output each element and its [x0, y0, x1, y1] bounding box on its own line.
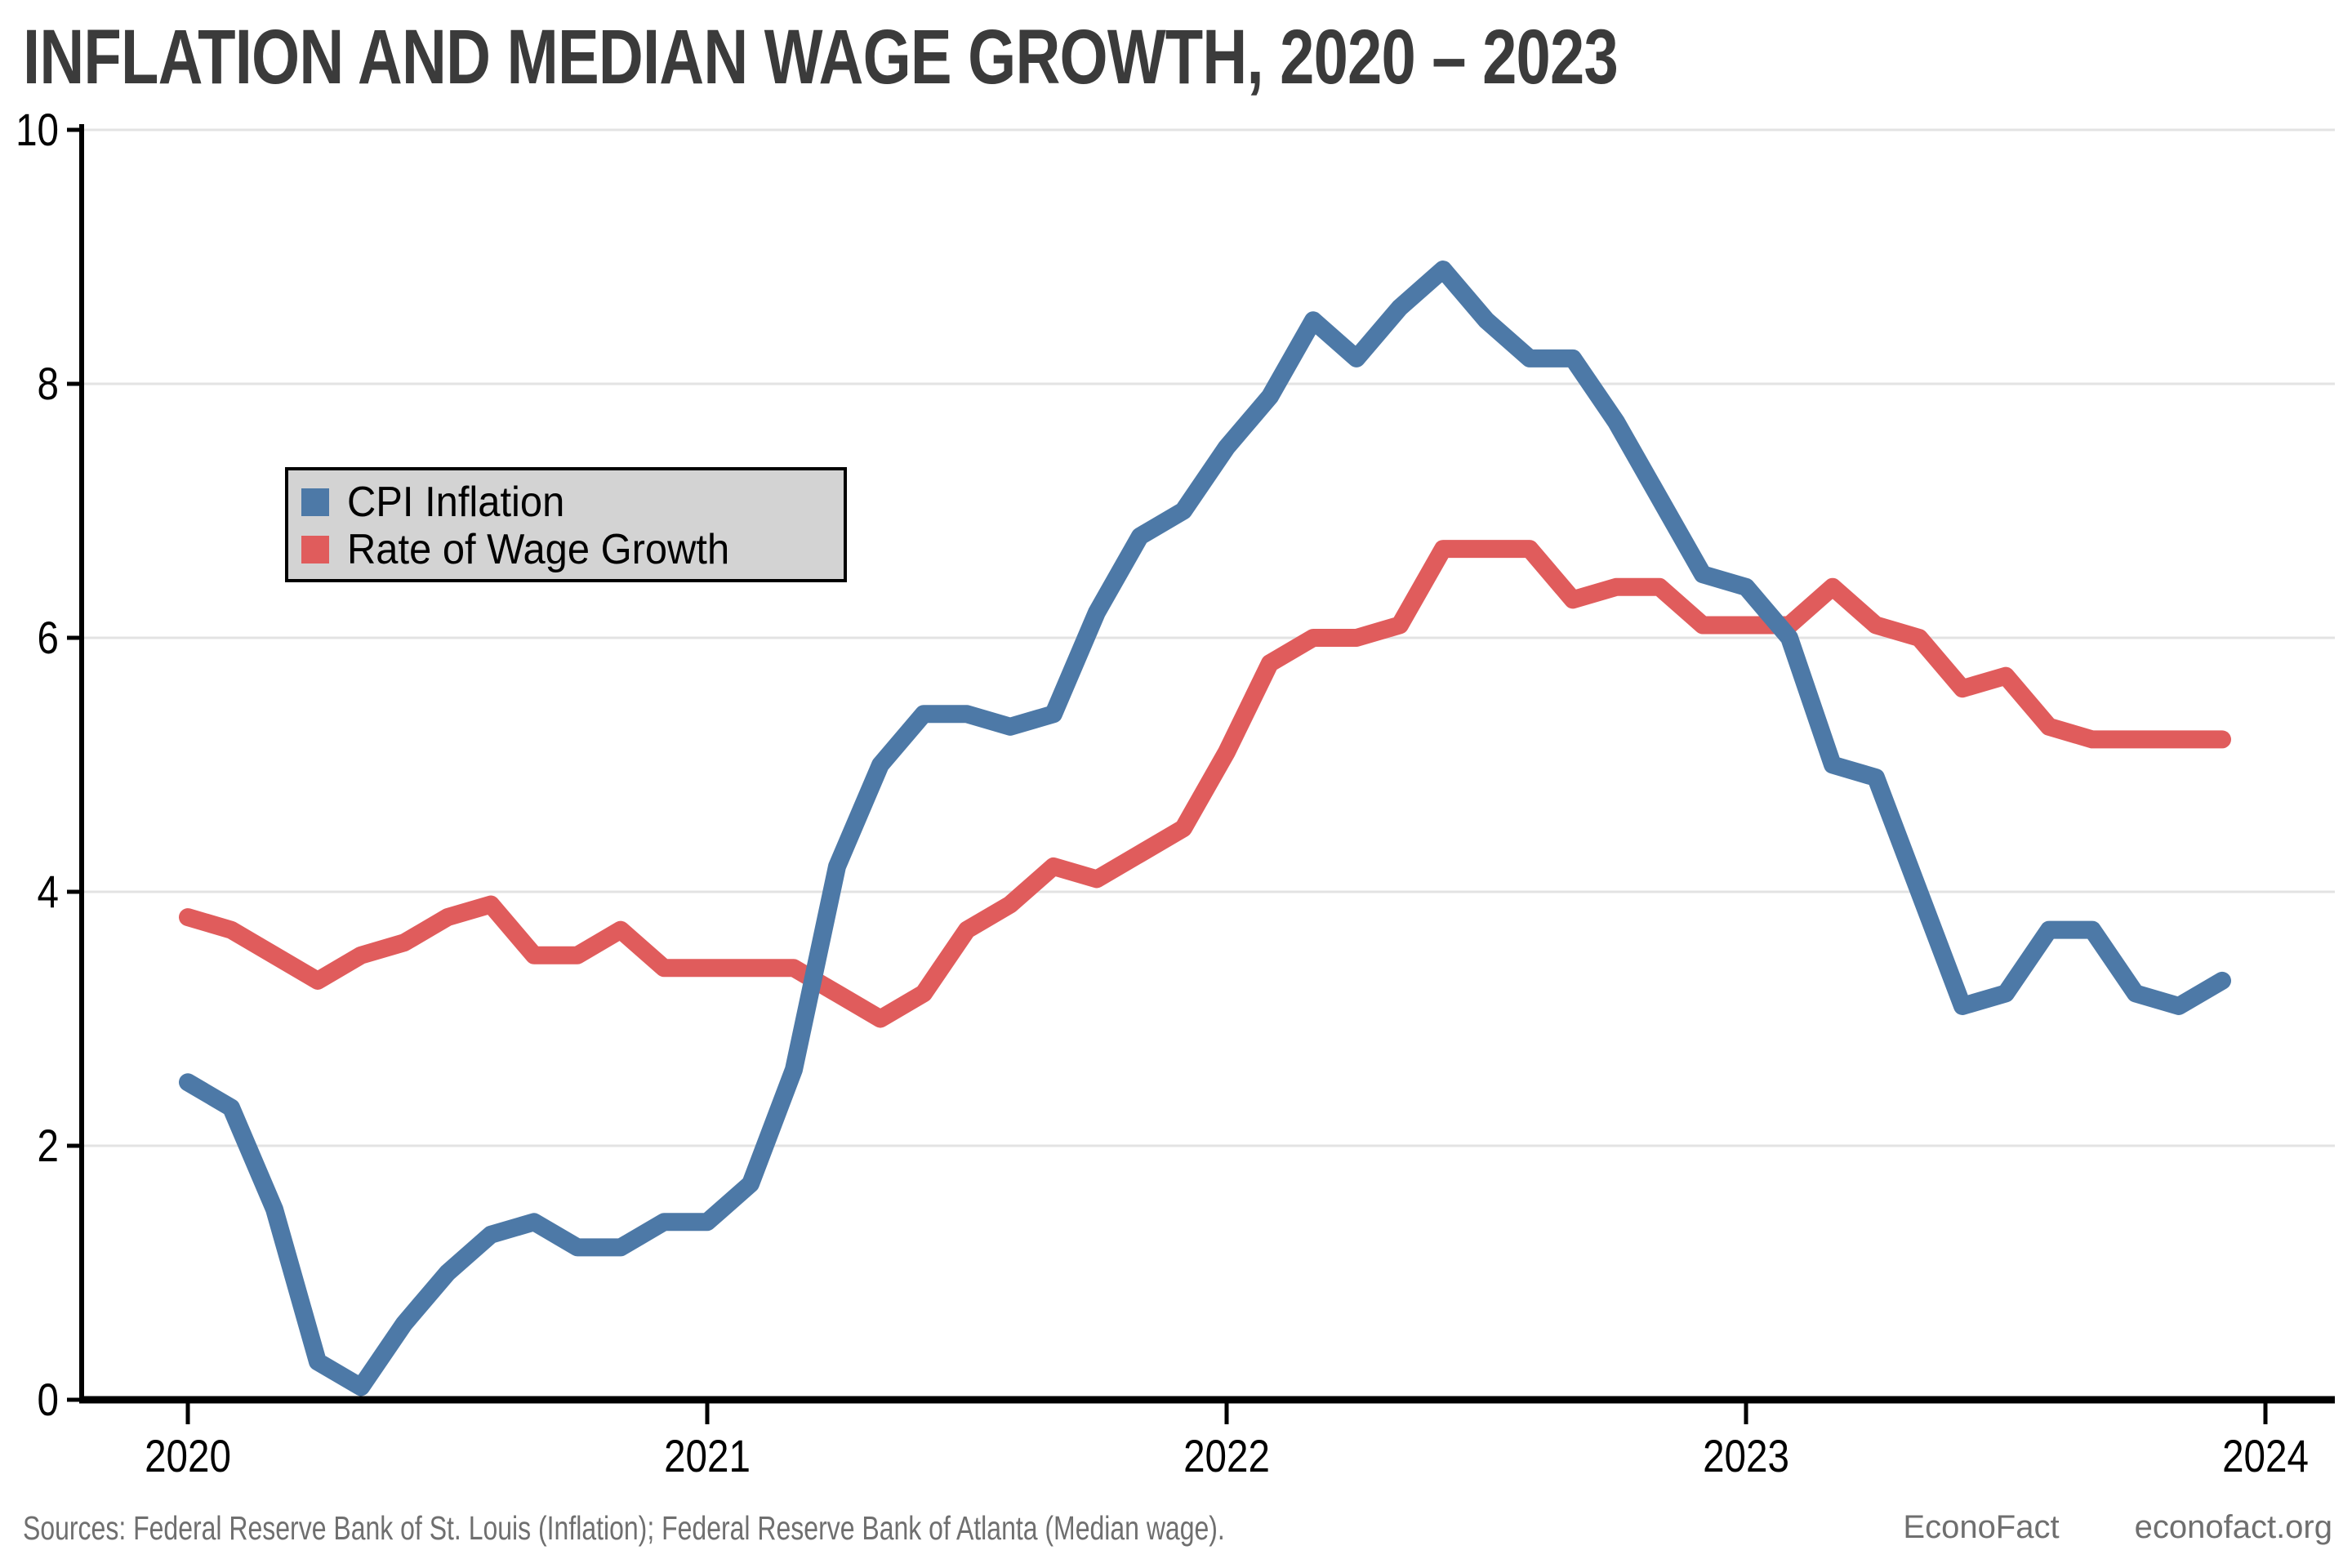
- y-tick-label: 0: [38, 1374, 59, 1425]
- page-title: INFLATION AND MEDIAN WAGE GROWTH, 2020 –…: [23, 14, 1619, 100]
- y-tick-label: 2: [38, 1120, 59, 1171]
- x-tick-label: 2021: [664, 1431, 751, 1481]
- sources-note: Sources: Federal Reserve Bank of St. Lou…: [23, 1509, 1225, 1547]
- series-line-cpi-inflation: [179, 261, 2231, 1396]
- legend-item-wage: Rate of Wage Growth: [301, 526, 832, 573]
- y-tick-label: 4: [38, 866, 59, 917]
- brand-site: econofact.org: [2134, 1509, 2332, 1545]
- y-tick-label: 6: [38, 612, 59, 663]
- x-tick-label: 2024: [2222, 1431, 2309, 1481]
- brand-name: EconoFact: [1903, 1509, 2060, 1545]
- legend-label-wage: Rate of Wage Growth: [347, 526, 730, 573]
- legend: CPI Inflation Rate of Wage Growth: [285, 467, 847, 582]
- x-tick-label: 2023: [1703, 1431, 1789, 1481]
- x-tick-label: 2022: [1183, 1431, 1270, 1481]
- y-tick-label: 10: [16, 105, 59, 155]
- series-line-rate-of-wage-growth: [179, 540, 2231, 1028]
- cpi-series-swatch: [301, 488, 329, 516]
- legend-label-cpi: CPI Inflation: [347, 479, 565, 526]
- footer-brand: EconoFact econofact.org: [1903, 1509, 2332, 1546]
- y-tick-label: 8: [38, 359, 59, 409]
- legend-item-cpi: CPI Inflation: [301, 479, 832, 526]
- x-tick-label: 2020: [145, 1431, 231, 1481]
- wage-series-swatch: [301, 536, 329, 564]
